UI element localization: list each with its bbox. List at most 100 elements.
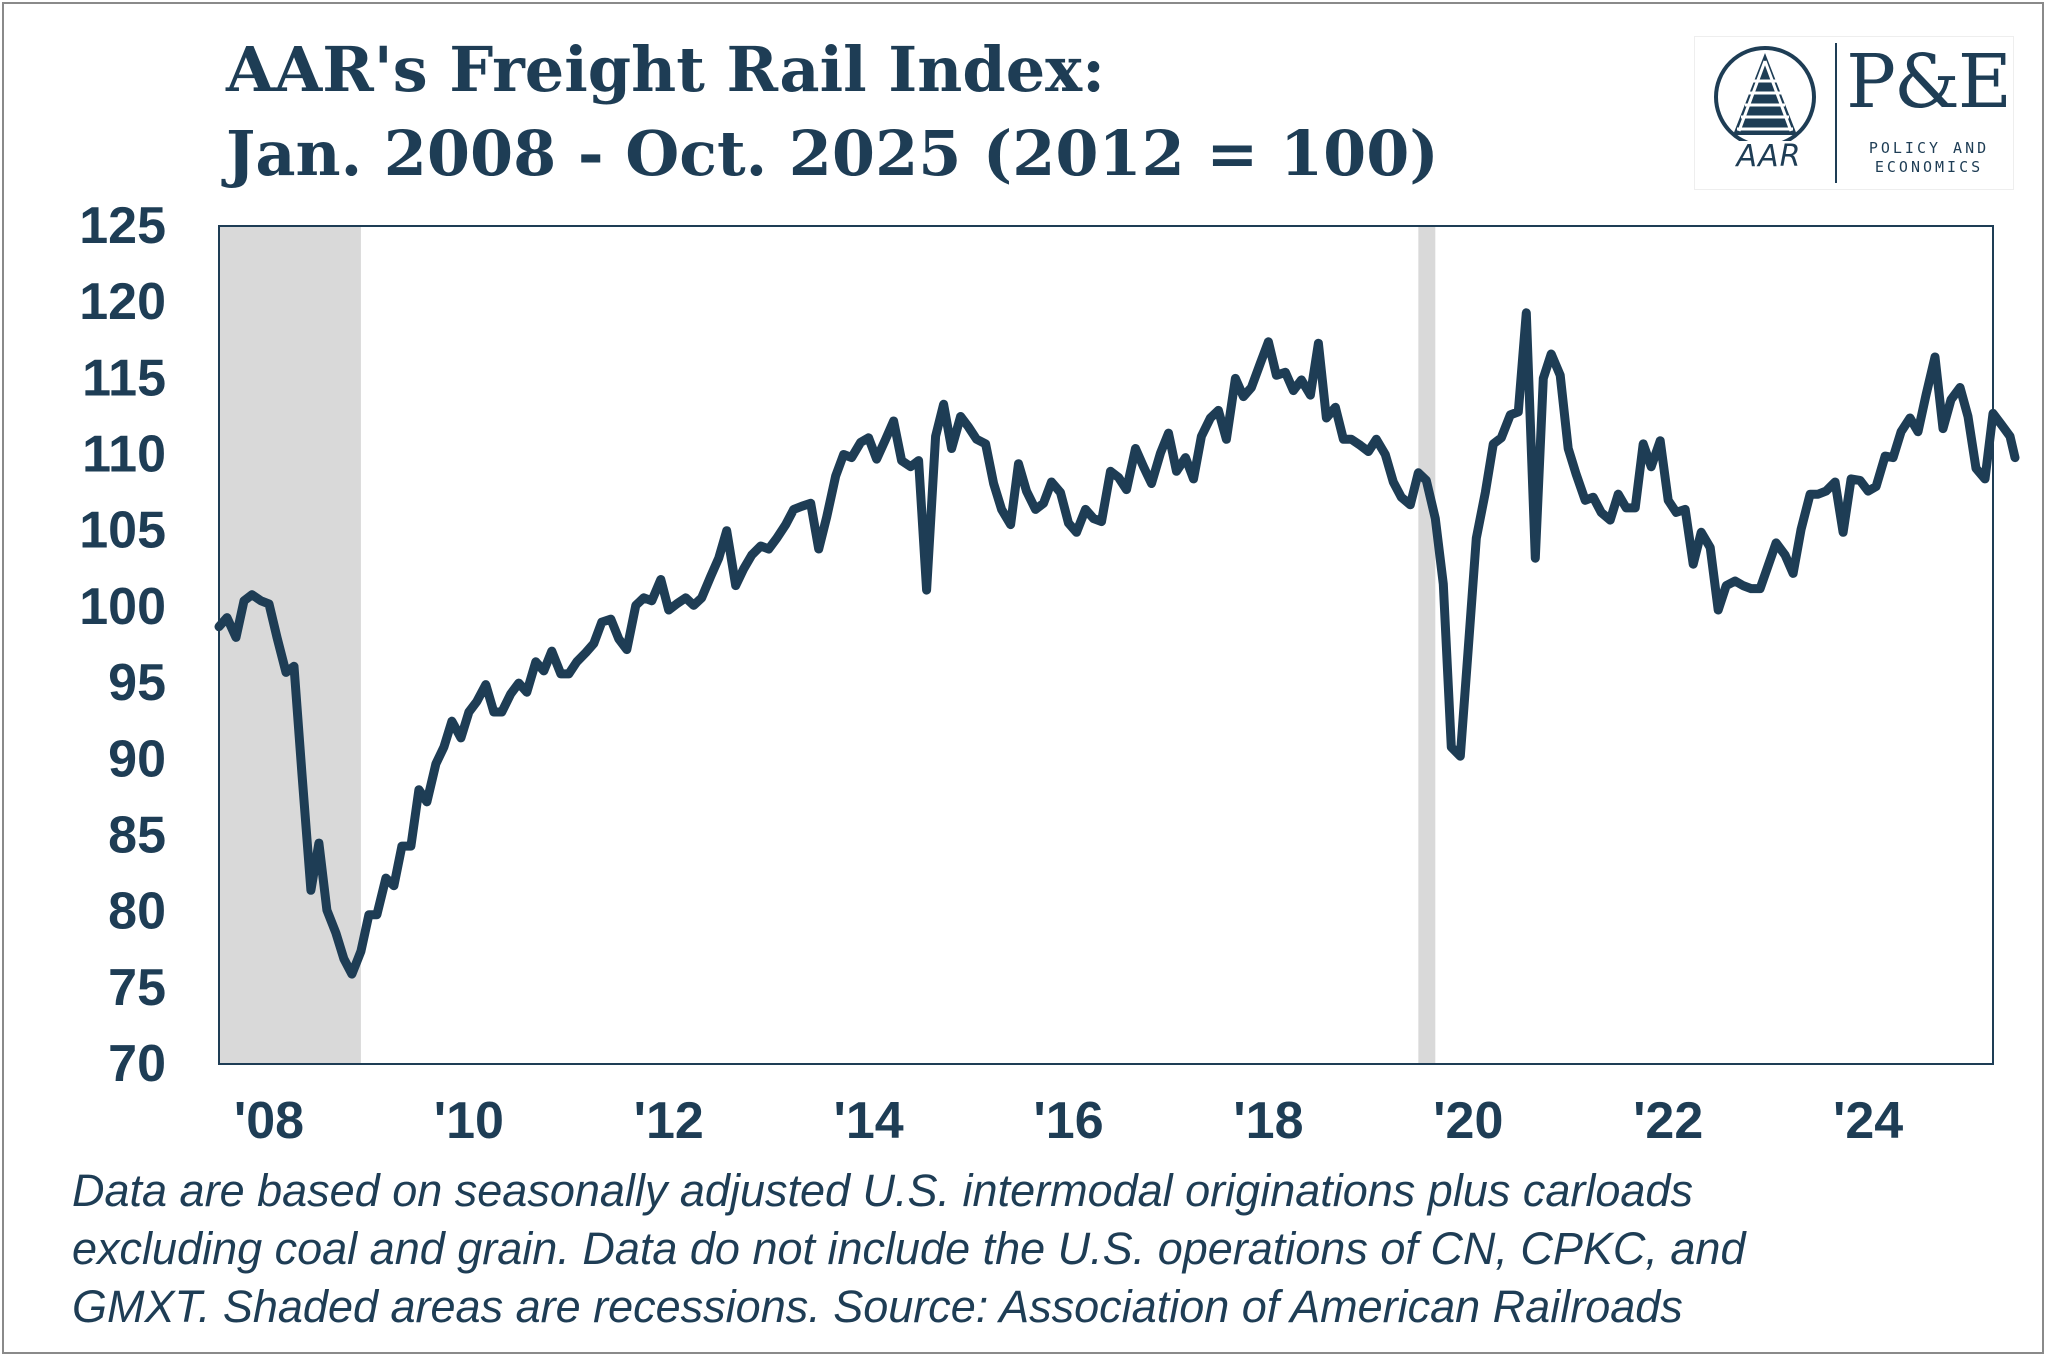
data-point	[1107, 468, 1114, 475]
data-point	[1457, 753, 1464, 760]
data-point	[1982, 475, 1988, 482]
data-point	[707, 573, 714, 580]
data-point	[1440, 581, 1447, 588]
data-point	[1282, 369, 1289, 376]
data-point	[532, 658, 539, 665]
data-point	[1623, 504, 1630, 511]
data-point	[732, 582, 739, 589]
y-tick-label: 120	[79, 273, 166, 331]
data-point	[1032, 506, 1039, 513]
data-point	[632, 602, 639, 609]
data-point	[623, 646, 630, 653]
data-point	[440, 744, 447, 751]
data-point	[615, 635, 622, 642]
data-point	[690, 602, 697, 609]
data-point	[1240, 393, 1247, 400]
data-point	[1907, 415, 1913, 421]
data-point	[365, 911, 372, 918]
data-point	[1148, 480, 1155, 487]
data-point	[998, 506, 1005, 513]
data-point	[757, 543, 764, 549]
data-point	[1498, 434, 1505, 441]
data-point	[241, 597, 247, 604]
data-point	[1715, 607, 1722, 613]
data-point	[498, 709, 505, 715]
data-point	[1723, 582, 1730, 589]
data-point	[973, 436, 980, 443]
data-point	[473, 698, 480, 705]
data-point	[1423, 477, 1430, 484]
data-point	[1290, 387, 1297, 394]
data-point	[1732, 578, 1739, 584]
logo-divider	[1835, 43, 1837, 183]
data-point	[1057, 489, 1064, 496]
series-line	[214, 308, 2020, 979]
data-point	[1882, 453, 1889, 460]
data-point	[1248, 384, 1255, 391]
x-tick-label: '14	[834, 1092, 904, 1150]
data-point	[1573, 471, 1580, 478]
data-point	[782, 521, 789, 528]
data-point	[1407, 501, 1414, 508]
pe-logo-subtitle: POLICY AND ECONOMICS	[1847, 139, 2011, 177]
data-point	[790, 506, 797, 513]
data-point	[482, 681, 489, 688]
data-point	[283, 669, 289, 676]
data-point	[1698, 529, 1705, 536]
data-point	[1873, 483, 1880, 490]
data-point	[932, 433, 939, 440]
data-point	[1857, 477, 1864, 484]
data-point	[1207, 415, 1214, 421]
y-tick-label: 105	[79, 502, 166, 560]
data-point	[1090, 515, 1097, 522]
data-point	[915, 457, 922, 464]
data-point	[1782, 552, 1789, 559]
data-point	[982, 440, 989, 447]
data-point	[565, 670, 572, 677]
x-tick-label: '20	[1433, 1092, 1503, 1150]
data-point	[2012, 454, 2018, 461]
data-point	[857, 439, 864, 446]
data-point	[315, 840, 322, 847]
pe-logo-subtitle-line2: ECONOMICS	[1874, 158, 1984, 176]
data-point	[907, 463, 914, 470]
data-point	[1182, 454, 1189, 461]
data-point	[323, 907, 330, 914]
data-point	[557, 670, 564, 677]
data-point	[748, 552, 755, 559]
data-point	[258, 597, 264, 604]
data-point	[1865, 488, 1872, 495]
data-point	[1707, 544, 1714, 551]
data-point	[898, 457, 905, 464]
x-tick-label: '24	[1833, 1092, 1903, 1150]
data-point	[332, 930, 339, 936]
data-point	[548, 648, 555, 655]
y-tick-label: 80	[108, 883, 166, 941]
data-point	[1073, 529, 1080, 536]
data-point	[1615, 491, 1622, 498]
plot-area-border	[218, 225, 1994, 1065]
data-point	[1832, 479, 1839, 485]
footnote-line3: GMXT. Shaded areas are recessions. Sourc…	[72, 1281, 1683, 1332]
aar-logo-text: AAR	[1736, 139, 1802, 174]
data-point	[299, 771, 305, 778]
data-point	[1515, 408, 1522, 415]
y-tick-label: 90	[108, 730, 166, 788]
pe-logo-text: P&E	[1846, 39, 2012, 125]
data-point	[382, 875, 389, 882]
data-point	[1315, 340, 1322, 347]
data-point	[274, 634, 280, 641]
data-point	[1048, 479, 1055, 485]
data-point	[1190, 475, 1197, 482]
data-point	[848, 454, 855, 461]
data-point	[1665, 497, 1672, 504]
data-point	[1015, 460, 1022, 467]
data-point	[390, 882, 397, 889]
data-point	[640, 594, 647, 601]
data-point	[965, 424, 972, 431]
data-point	[340, 955, 347, 962]
data-point	[357, 948, 364, 955]
data-point	[798, 503, 805, 510]
data-point	[1790, 570, 1797, 577]
data-point	[573, 658, 580, 665]
